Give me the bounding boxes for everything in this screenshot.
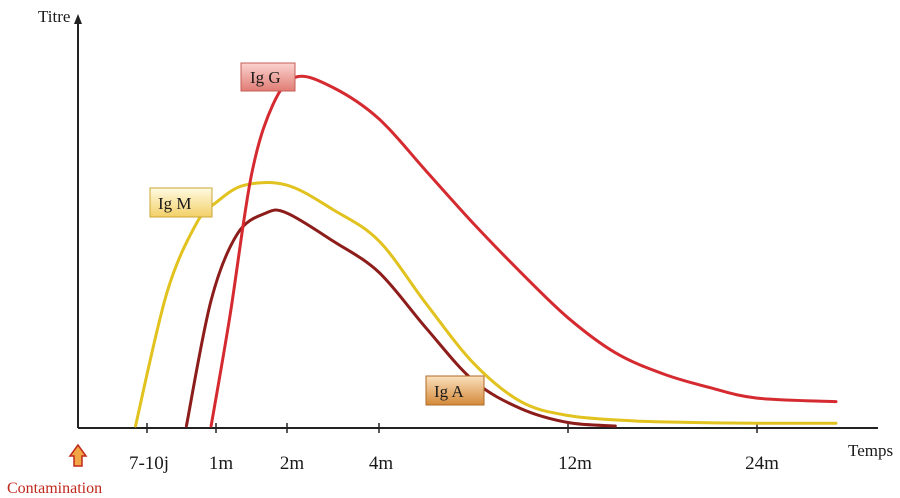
tick-label-5: 24m xyxy=(745,453,779,474)
x-ticks: 7-10j 1m 2m 4m 12m 24m xyxy=(129,423,779,474)
tick-label-2: 2m xyxy=(280,453,305,474)
y-axis-label: Titre xyxy=(38,7,70,26)
series-label-text-ig-m: Ig M xyxy=(158,194,192,213)
series-label-box-ig-a xyxy=(425,375,485,406)
y-axis-arrow-icon xyxy=(74,14,82,24)
tick-label-3: 4m xyxy=(369,453,394,474)
contamination-marker: Contamination xyxy=(7,443,102,497)
tick-label-0: 7-10j xyxy=(129,453,169,474)
series-label-text-ig-a: Ig A xyxy=(434,382,464,401)
series-label-box-ig-g xyxy=(240,62,296,92)
series-line-ig-g xyxy=(209,74,838,428)
contamination-label: Contamination xyxy=(7,480,102,497)
tick-label-4: 12m xyxy=(558,453,592,474)
series-curves xyxy=(134,74,838,428)
series-label-ig-a: Ig A xyxy=(425,375,485,406)
up-arrow-icon xyxy=(68,443,88,467)
series-line-ig-m xyxy=(134,181,838,428)
series-line-ig-a xyxy=(184,208,617,428)
series-label-box-ig-m xyxy=(149,187,213,218)
x-axis-label: Temps xyxy=(848,441,893,460)
series-label-ig-g: Ig G xyxy=(240,62,296,92)
series-label-text-ig-g: Ig G xyxy=(250,68,281,87)
series-label-ig-m: Ig M xyxy=(149,187,213,218)
tick-label-1: 1m xyxy=(209,453,234,474)
